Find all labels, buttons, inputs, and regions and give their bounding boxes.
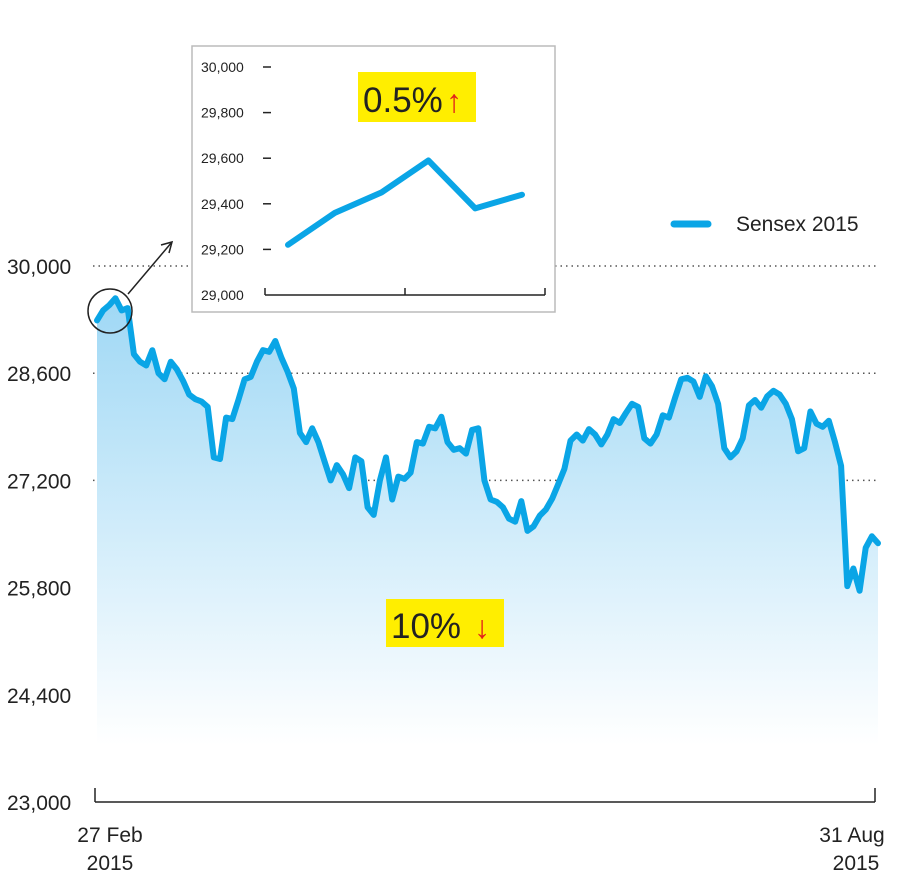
main-annotation-highlight xyxy=(386,599,504,647)
y-tick-label: 25,800 xyxy=(7,578,71,601)
zoom-pointer xyxy=(87,240,174,334)
inset-annotation-highlight xyxy=(358,72,476,122)
x-end-label-line1: 31 Aug xyxy=(819,824,884,847)
inset-y-tick-label: 29,000 xyxy=(201,287,244,303)
inset-annotation-arrow: ↑ xyxy=(446,83,462,119)
inset-series-line xyxy=(285,157,525,248)
pointer-arrow-head xyxy=(160,240,174,254)
main-annotation-arrow: ↓ xyxy=(474,609,490,645)
pointer-arrow-shaft xyxy=(127,241,173,295)
y-tick-label: 24,400 xyxy=(7,685,71,708)
main-annotation-value: 10% xyxy=(391,607,461,646)
legend-label: Sensex 2015 xyxy=(736,213,859,236)
main-annotation: 10% ↓ xyxy=(386,599,504,647)
main-series-line xyxy=(94,295,881,594)
x-start-label-line1: 27 Feb xyxy=(77,824,142,847)
inset-chart: 30,000 29,800 29,600 29,400 29,200 29,000 0.5… xyxy=(191,45,556,313)
inset-y-tick-label: 29,600 xyxy=(201,150,244,166)
inset-y-tick-label: 29,800 xyxy=(201,105,244,121)
peak-highlight-circle xyxy=(87,288,133,334)
y-axis: 30,000 28,600 27,200 25,800 24,400 23,000 xyxy=(7,256,71,815)
y-tick-label: 27,200 xyxy=(7,470,71,493)
x-axis: 27 Feb 2015 31 Aug 2015 xyxy=(77,788,885,875)
x-start-label-line2: 2015 xyxy=(87,852,134,875)
x-end-label-line2: 2015 xyxy=(833,852,880,875)
inset-y-tick-label: 29,200 xyxy=(201,241,244,257)
main-area-fill xyxy=(97,298,878,745)
y-tick-label: 23,000 xyxy=(7,792,71,815)
inset-y-tick-label: 29,400 xyxy=(201,196,244,212)
legend: Sensex 2015 xyxy=(670,213,859,236)
y-tick-label: 28,600 xyxy=(7,363,71,386)
inset-x-axis xyxy=(264,288,546,296)
y-tick-label: 30,000 xyxy=(7,256,71,279)
inset-y-axis: 30,000 29,800 29,600 29,400 29,200 29,000 xyxy=(201,59,271,303)
inset-annotation-value: 0.5% xyxy=(363,81,443,120)
inset-y-tick-label: 30,000 xyxy=(201,59,244,75)
